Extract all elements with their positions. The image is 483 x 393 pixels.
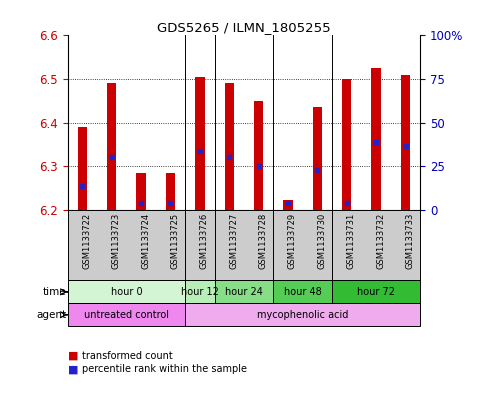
Bar xyxy=(78,127,87,209)
Text: hour 0: hour 0 xyxy=(111,287,142,297)
Bar xyxy=(342,79,352,209)
Bar xyxy=(401,75,410,209)
Text: GSM1133731: GSM1133731 xyxy=(347,213,356,269)
Text: GSM1133729: GSM1133729 xyxy=(288,213,297,268)
Text: GSM1133724: GSM1133724 xyxy=(141,213,150,268)
Text: hour 24: hour 24 xyxy=(225,287,263,297)
Text: hour 48: hour 48 xyxy=(284,287,322,297)
Text: GSM1133730: GSM1133730 xyxy=(317,213,327,269)
Bar xyxy=(214,281,273,303)
Text: untreated control: untreated control xyxy=(84,310,169,320)
Bar xyxy=(254,101,263,209)
Text: ■: ■ xyxy=(68,351,78,361)
Text: mycophenolic acid: mycophenolic acid xyxy=(257,310,348,320)
Text: GSM1133732: GSM1133732 xyxy=(376,213,385,269)
Bar xyxy=(225,83,234,209)
Text: GSM1133725: GSM1133725 xyxy=(170,213,180,268)
Bar xyxy=(136,173,146,209)
Bar xyxy=(166,173,175,209)
Bar xyxy=(313,107,322,209)
Text: GSM1133723: GSM1133723 xyxy=(112,213,121,269)
Text: GSM1133722: GSM1133722 xyxy=(82,213,91,268)
Text: hour 72: hour 72 xyxy=(357,287,395,297)
Text: agent: agent xyxy=(36,310,66,320)
Text: transformed count: transformed count xyxy=(82,351,173,361)
Bar xyxy=(284,200,293,209)
Bar xyxy=(185,281,214,303)
Bar xyxy=(185,303,420,326)
Bar xyxy=(195,77,204,209)
Title: GDS5265 / ILMN_1805255: GDS5265 / ILMN_1805255 xyxy=(157,21,331,34)
Bar xyxy=(107,83,116,209)
Bar xyxy=(371,68,381,209)
Bar xyxy=(273,281,332,303)
Bar xyxy=(68,281,185,303)
Bar xyxy=(332,281,420,303)
Text: hour 12: hour 12 xyxy=(181,287,219,297)
Text: percentile rank within the sample: percentile rank within the sample xyxy=(82,364,247,375)
Text: GSM1133727: GSM1133727 xyxy=(229,213,238,269)
Text: GSM1133728: GSM1133728 xyxy=(258,213,268,269)
Text: time: time xyxy=(43,287,66,297)
Bar xyxy=(68,303,185,326)
Text: GSM1133733: GSM1133733 xyxy=(406,213,414,269)
Text: GSM1133726: GSM1133726 xyxy=(200,213,209,269)
Text: ■: ■ xyxy=(68,364,78,375)
